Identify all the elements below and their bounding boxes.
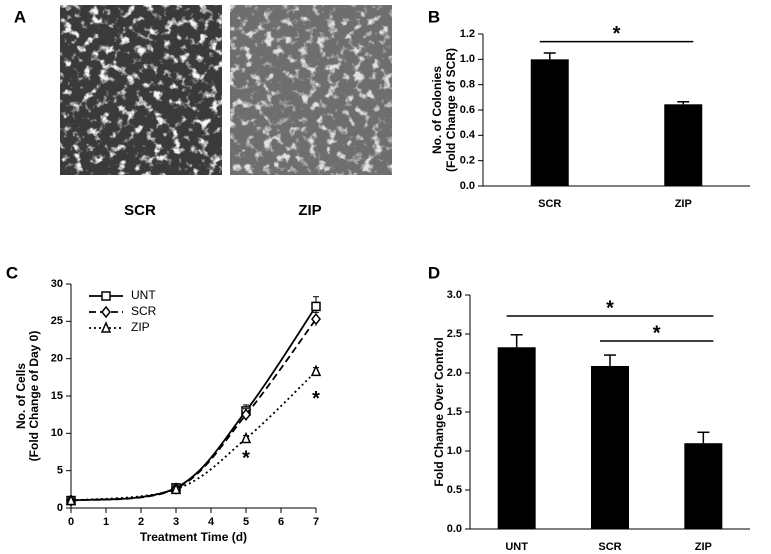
series-line <box>70 370 317 502</box>
significance-star: * <box>242 448 250 470</box>
x-tick-label: 2 <box>138 516 144 528</box>
bar <box>684 443 723 529</box>
y-tick-label: 30 <box>51 278 63 290</box>
x-tick-label: SCR <box>598 541 621 553</box>
legend-label: SCR <box>131 304 157 318</box>
y-tick-label: 0.8 <box>460 79 475 91</box>
significance-star: * <box>606 297 614 319</box>
bar <box>591 365 629 529</box>
y-tick-label: 20 <box>51 353 63 365</box>
y-tick-label: 1.2 <box>460 28 475 40</box>
legend-label: UNT <box>131 288 156 302</box>
x-tick-label: UNT <box>505 541 528 553</box>
y-tick-label: 0 <box>57 502 63 514</box>
x-tick-label: 7 <box>313 516 319 528</box>
y-axis-label: (Fold Change of Day 0) <box>27 331 41 462</box>
series-line <box>70 318 317 502</box>
colony-texture <box>60 5 222 175</box>
marker <box>65 493 77 506</box>
marker <box>101 291 111 301</box>
bar <box>497 347 536 529</box>
x-tick-label: 1 <box>103 516 109 528</box>
y-tick-label: 0.0 <box>447 523 462 535</box>
y-tick-label: 0.5 <box>447 484 462 496</box>
panel-label: C <box>6 263 18 282</box>
marker <box>310 364 322 377</box>
panel-label: A <box>14 7 26 26</box>
y-axis-label: No. of Cells <box>14 363 28 429</box>
x-tick-label: 4 <box>208 516 215 528</box>
y-tick-label: 0.2 <box>460 155 475 167</box>
image-label: SCR <box>124 202 156 219</box>
significance-star: * <box>312 388 320 410</box>
marker <box>311 301 321 312</box>
y-tick-label: 0.6 <box>460 104 475 116</box>
marker <box>170 482 182 495</box>
y-tick-label: 25 <box>51 315 63 327</box>
marker <box>240 431 252 444</box>
y-tick-label: 5 <box>57 465 63 477</box>
x-tick-label: 5 <box>243 516 249 528</box>
series-line <box>70 305 317 502</box>
x-tick-label: ZIP <box>675 198 692 210</box>
panel-label: B <box>428 7 440 26</box>
y-tick-label: 2.5 <box>447 328 462 340</box>
panel-label: D <box>428 263 440 282</box>
y-axis-label: Fold Change Over Control <box>432 337 446 486</box>
x-tick-label: 0 <box>68 516 74 528</box>
x-tick-label: SCR <box>538 198 561 210</box>
significance-star: * <box>653 322 661 344</box>
bar <box>664 104 703 186</box>
marker <box>311 312 321 326</box>
x-tick-label: 3 <box>173 516 179 528</box>
y-tick-label: 0.0 <box>460 180 475 192</box>
y-tick-label: 1.0 <box>460 53 475 65</box>
y-tick-label: 2.0 <box>447 367 462 379</box>
y-tick-label: 1.0 <box>447 445 462 457</box>
y-axis-label: No. of Colonies <box>430 66 444 154</box>
marker <box>100 321 112 333</box>
y-tick-label: 0.4 <box>460 129 476 141</box>
x-tick-label: ZIP <box>695 541 712 553</box>
bar <box>530 59 569 187</box>
marker <box>241 408 251 421</box>
y-tick-label: 1.5 <box>447 406 462 418</box>
x-axis-label: Treatment Time (d) <box>140 530 247 544</box>
y-tick-label: 10 <box>51 427 63 439</box>
marker <box>101 305 111 319</box>
colony-texture <box>230 5 392 175</box>
y-tick-label: 15 <box>51 390 63 402</box>
legend-label: ZIP <box>131 320 150 334</box>
y-tick-label: 3.0 <box>447 289 462 301</box>
x-tick-label: 6 <box>278 516 284 528</box>
y-axis-label: (Fold Change of SCR) <box>444 48 458 172</box>
image-label: ZIP <box>298 202 321 219</box>
significance-star: * <box>613 23 621 45</box>
